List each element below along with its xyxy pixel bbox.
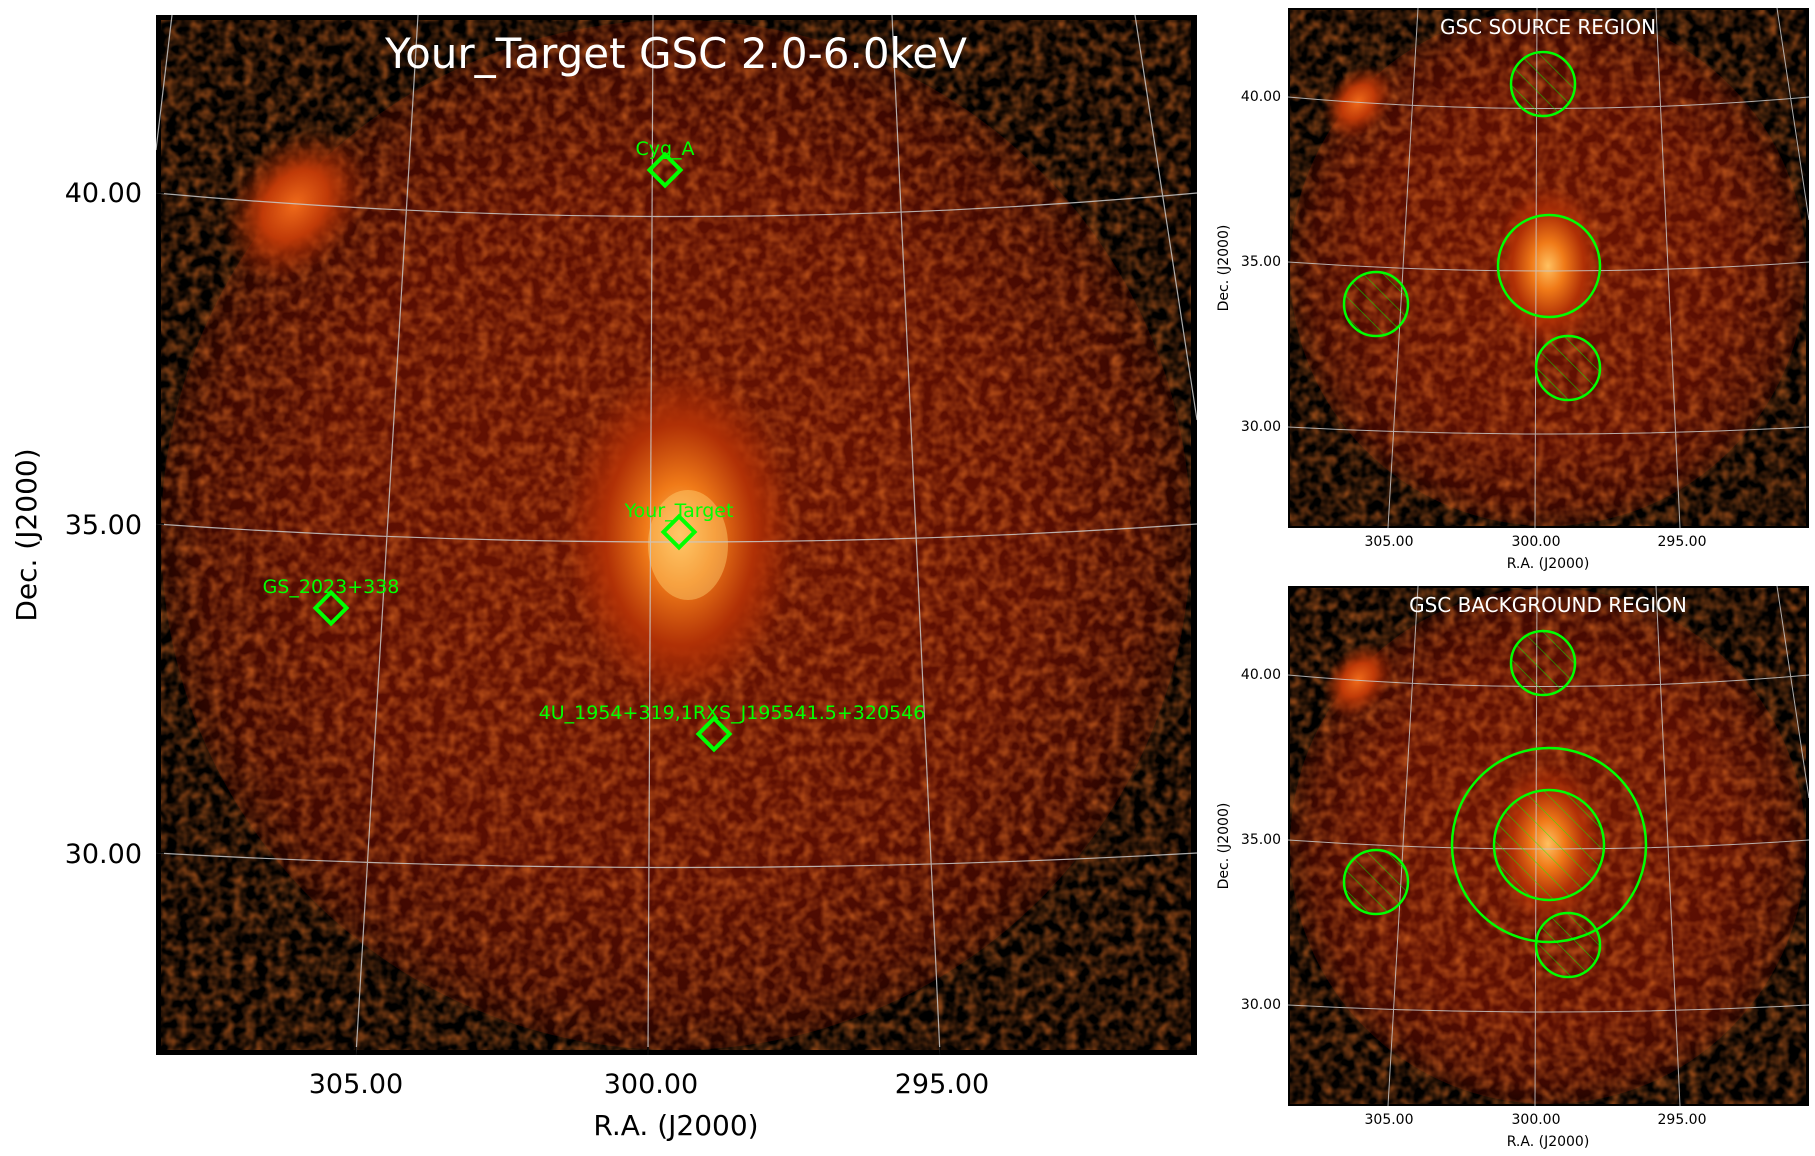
bkg-region-north [1509, 629, 1577, 697]
background-panel-title: GSC BACKGROUND REGION [1409, 593, 1687, 617]
src-ytick-1: 40.00 [1241, 89, 1281, 105]
bkg-region-south [1534, 911, 1602, 979]
main-ytick-1: 40.00 [65, 178, 142, 209]
bkg-xlabel: R.A. (J2000) [1507, 1134, 1590, 1150]
src-xlabel: R.A. (J2000) [1507, 556, 1590, 572]
source-marker-cyg-a [646, 151, 684, 189]
bkg-region-south [1534, 334, 1602, 402]
src-ytick-2: 35.00 [1241, 254, 1281, 270]
bkg-xtick-2: 300.00 [1512, 1112, 1561, 1128]
source-regions [1342, 50, 1602, 402]
main-xtick-2: 300.00 [604, 1069, 698, 1100]
main-panel: Cyg_A Your_Target GS_2023+338 4U_1954+31… [10, 15, 1197, 1142]
source-label-your-target: Your_Target [624, 500, 734, 522]
bkg-xtick-1: 305.00 [1365, 1112, 1414, 1128]
source-marker-gs-2023 [312, 589, 350, 627]
main-ytick-3: 30.00 [65, 839, 142, 870]
main-xtick-3: 295.00 [895, 1069, 989, 1100]
src-xtick-3: 295.00 [1658, 534, 1707, 550]
main-ytick-2: 35.00 [65, 510, 142, 541]
source-label-4u-1954: 4U_1954+319,1RXS_J195541.5+320546 [539, 702, 926, 724]
bkg-ytick-3: 30.00 [1241, 997, 1281, 1013]
source-label-gs-2023: GS_2023+338 [263, 576, 400, 598]
background-region-panel: GSC BACKGROUND REGION 40.00 35.00 30.00 … [1216, 586, 1809, 1150]
main-xtick-1: 305.00 [309, 1069, 403, 1100]
source-label-cyg-a: Cyg_A [635, 138, 694, 160]
bkg-ylabel: Dec. (J2000) [1216, 803, 1232, 890]
src-xtick-2: 300.00 [1512, 534, 1561, 550]
bkg-region-east [1342, 848, 1410, 916]
main-ticks [156, 192, 941, 1055]
main-ylabel: Dec. (J2000) [10, 448, 43, 621]
source-region-image: GSC SOURCE REGION [1288, 8, 1809, 528]
bkg-region-center [1492, 788, 1606, 902]
bkg-ytick-2: 35.00 [1241, 832, 1281, 848]
main-title: Your_Target GSC 2.0-6.0keV [384, 29, 967, 78]
source-region-panel: GSC SOURCE REGION 40.00 35.00 30.00 305.… [1216, 8, 1809, 572]
source-marker-your-target [660, 513, 698, 551]
main-image: Cyg_A Your_Target GS_2023+338 4U_1954+31… [156, 15, 1197, 1055]
src-ylabel: Dec. (J2000) [1216, 225, 1232, 312]
source-marker-4u-1954 [695, 715, 733, 753]
main-xlabel: R.A. (J2000) [593, 1109, 758, 1142]
bkg-region-east [1342, 270, 1410, 338]
source-markers [312, 151, 733, 753]
source-panel-title: GSC SOURCE REGION [1440, 15, 1656, 39]
source-region-circle [1496, 213, 1602, 319]
src-ytick-3: 30.00 [1241, 419, 1281, 435]
bkg-xtick-3: 295.00 [1658, 1112, 1707, 1128]
src-xtick-1: 305.00 [1365, 534, 1414, 550]
background-regions [1342, 629, 1648, 979]
bkg-region-north [1509, 50, 1577, 118]
background-region-image: GSC BACKGROUND REGION [1288, 586, 1809, 1106]
bkg-ytick-1: 40.00 [1241, 667, 1281, 683]
